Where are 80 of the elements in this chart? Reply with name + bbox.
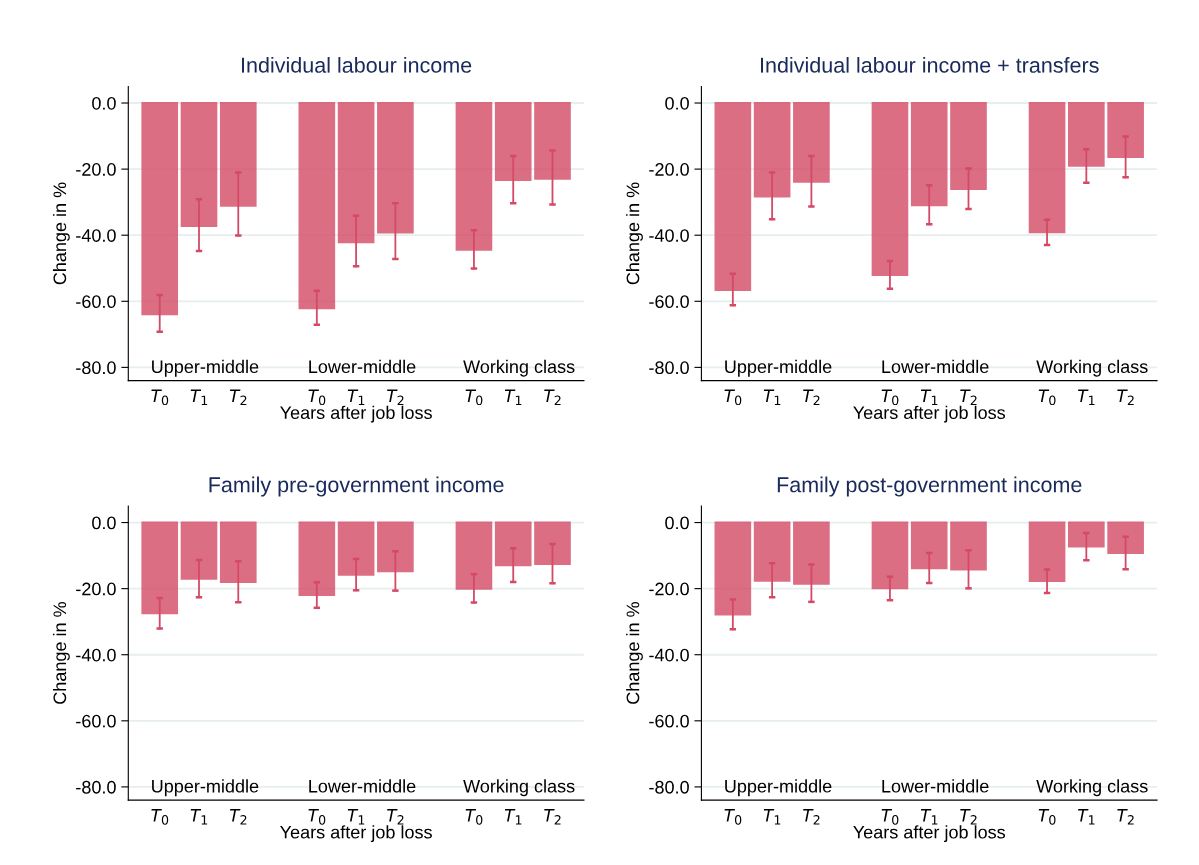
y-tick-label: -60.0 [76, 714, 116, 728]
x-tick-label: T$_{0}$ [308, 389, 326, 406]
x-tick-label: T$_{1}$ [1078, 809, 1095, 825]
x-tick-label: T$_{0}$ [1038, 389, 1056, 406]
y-axis-title: Change in % [52, 602, 70, 704]
x-tick-label: T$_{1}$ [190, 389, 208, 405]
x-tick-label: T$_{2}$ [544, 389, 561, 405]
annotation: Upper-middle [725, 779, 832, 797]
x-axis-title: Years after job loss [853, 825, 1006, 843]
x-axis-title: Years after job loss [280, 405, 432, 423]
x-tick-label: T$_{2}$ [229, 389, 247, 405]
y-tick-label: 0.0 [92, 96, 116, 110]
y-tick-label: -40.0 [649, 229, 689, 242]
y-tick-label: 0.0 [92, 516, 116, 530]
x-tick-label: T$_{0}$ [465, 809, 483, 825]
x-tick-label: T$_{1}$ [920, 809, 938, 825]
y-tick-label: -60.0 [649, 714, 689, 728]
annotation: Working class [1036, 779, 1148, 797]
annotation: Upper-middle [725, 359, 832, 377]
x-tick-label: T$_{2}$ [960, 389, 977, 405]
x-tick-label: T$_{1}$ [504, 809, 522, 825]
y-tick-label: -40.0 [76, 229, 116, 242]
x-tick-label: T$_{1}$ [347, 389, 365, 405]
x-tick-label: T$_{2}$ [387, 809, 404, 825]
x-tick-label: T$_{0}$ [881, 809, 899, 825]
x-tick-label: T$_{1}$ [920, 389, 938, 405]
x-tick-label: T$_{2}$ [1117, 809, 1134, 825]
y-tick-label: -80.0 [649, 361, 689, 375]
annotation: Upper-middle [152, 779, 259, 797]
x-tick-label: T$_{0}$ [465, 389, 483, 406]
x-tick-label: T$_{2}$ [544, 809, 561, 825]
y-tick-label: 0.0 [665, 516, 689, 530]
y-tick-label: -80.0 [76, 361, 116, 375]
x-tick-label: T$_{0}$ [1038, 809, 1056, 825]
annotation: Working class [463, 359, 575, 377]
x-tick-label: T$_{1}$ [190, 809, 208, 825]
y-tick-label: -20.0 [649, 163, 689, 176]
y-axis-title: Change in % [626, 182, 643, 285]
x-tick-label: T$_{1}$ [763, 389, 781, 405]
x-axis-title: Years after job loss [853, 405, 1006, 423]
chart-title: Individual labour income [242, 57, 472, 73]
x-tick-label: T$_{0}$ [308, 809, 326, 825]
x-tick-label: T$_{1}$ [763, 809, 781, 825]
chart-title: Individual labour income + transfers [761, 57, 1099, 73]
y-tick-label: -40.0 [649, 648, 689, 662]
x-tick-label: T$_{2}$ [960, 809, 977, 825]
y-tick-label: -20.0 [649, 582, 689, 596]
annotation: Lower-middle [882, 359, 989, 374]
x-tick-label: T$_{0}$ [724, 389, 742, 406]
y-tick-label: -80.0 [649, 780, 689, 794]
y-tick-label: -60.0 [649, 295, 689, 309]
x-axis-title: Years after job loss [280, 825, 432, 843]
chart-title: Family pre-government income [209, 476, 504, 497]
y-tick-label: -20.0 [76, 582, 116, 596]
x-tick-label: T$_{2}$ [1117, 389, 1134, 405]
y-axis-title: Change in % [626, 602, 643, 704]
y-tick-label: -80.0 [76, 780, 116, 794]
annotation: Working class [463, 779, 575, 797]
annotation: Lower-middle [309, 359, 416, 374]
annotation: Lower-middle [309, 779, 416, 793]
x-tick-label: T$_{2}$ [803, 809, 820, 825]
annotation: Lower-middle [882, 779, 989, 793]
annotation: Upper-middle [152, 359, 259, 377]
y-axis-title: Change in % [52, 182, 70, 285]
y-tick-label: -40.0 [76, 648, 116, 662]
annotation: Working class [1036, 359, 1148, 377]
x-tick-label: T$_{0}$ [151, 389, 169, 406]
y-tick-label: 0.0 [665, 96, 689, 110]
x-tick-label: T$_{0}$ [881, 389, 899, 406]
chart-title: Family post-government income [777, 476, 1082, 497]
x-tick-label: T$_{2}$ [229, 809, 247, 825]
x-tick-label: T$_{2}$ [387, 389, 404, 405]
y-tick-label: -20.0 [76, 163, 116, 176]
x-tick-label: T$_{0}$ [724, 809, 742, 825]
x-tick-label: T$_{2}$ [803, 389, 820, 405]
x-tick-label: T$_{0}$ [151, 809, 169, 825]
y-tick-label: -60.0 [76, 295, 116, 309]
x-tick-label: T$_{1}$ [504, 389, 522, 405]
x-tick-label: T$_{1}$ [1078, 389, 1095, 405]
x-tick-label: T$_{1}$ [347, 809, 365, 825]
